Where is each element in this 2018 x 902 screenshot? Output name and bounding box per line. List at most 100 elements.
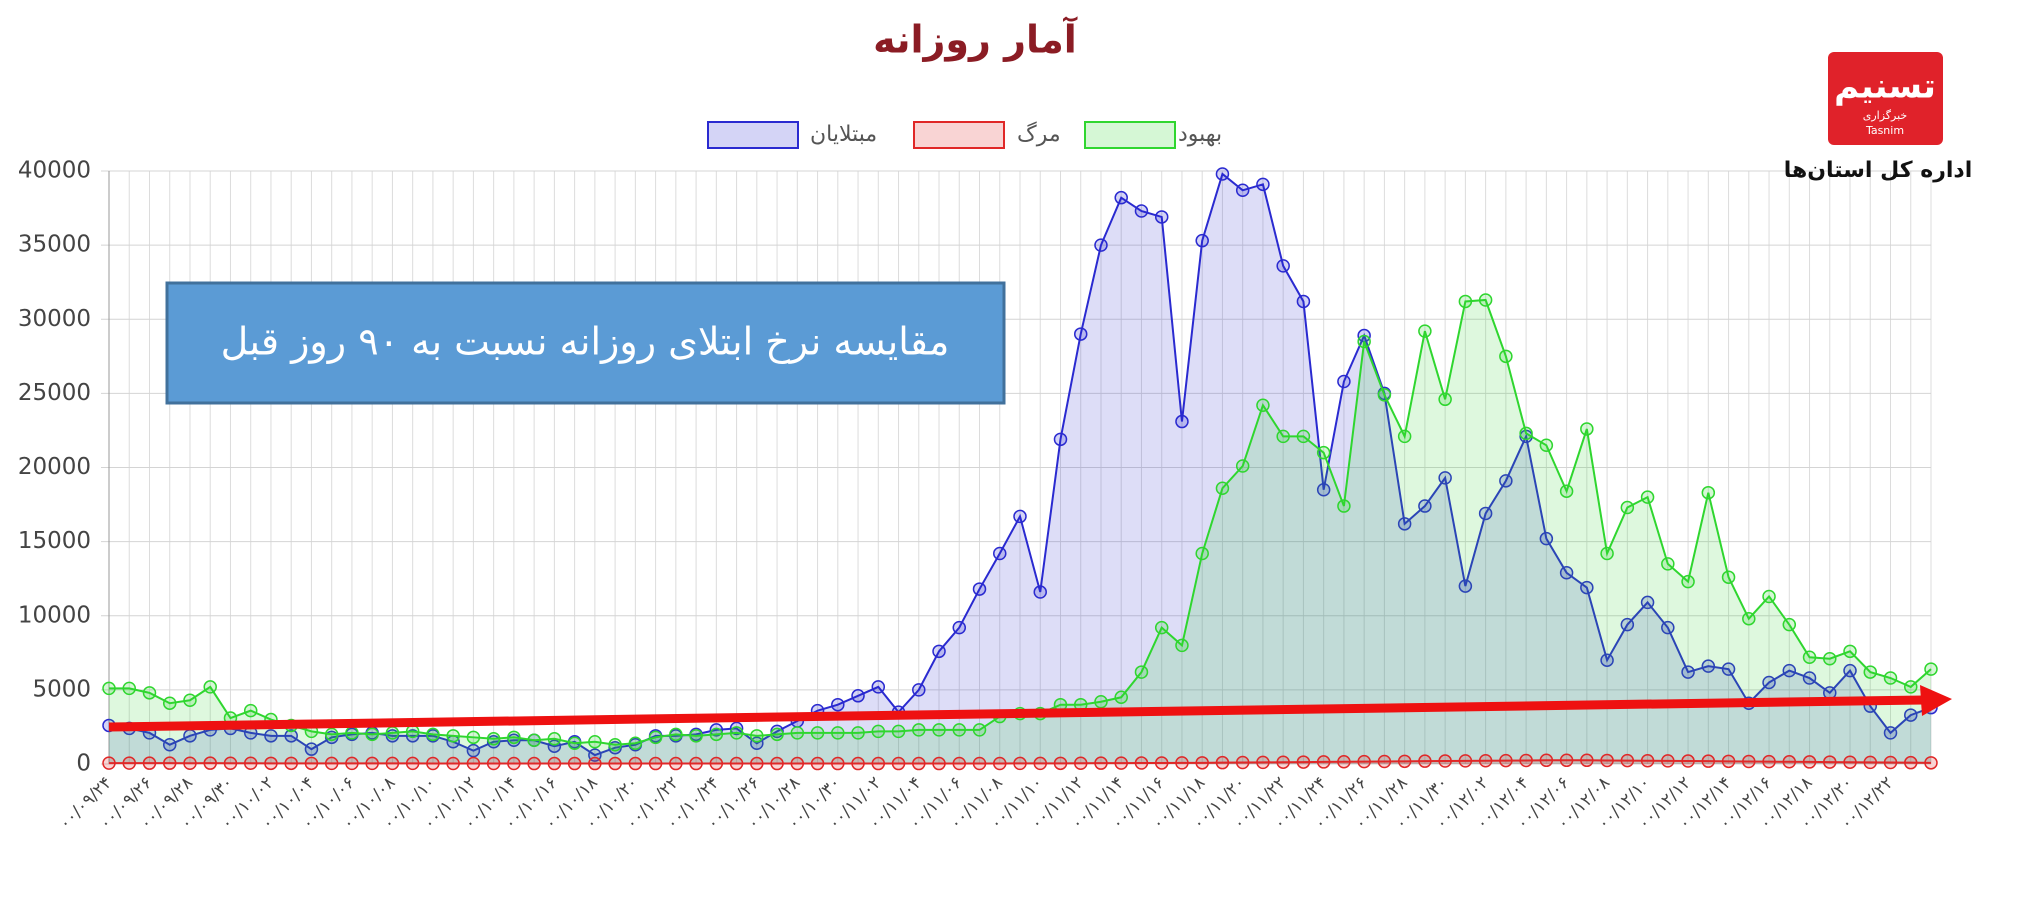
point <box>1215 167 1230 181</box>
point <box>1701 754 1716 768</box>
point <box>446 729 460 743</box>
y-tick-label: 25000 <box>18 380 91 406</box>
legend-swatch <box>1084 121 1176 149</box>
point <box>1256 177 1270 192</box>
point <box>243 756 258 771</box>
point <box>709 727 724 742</box>
point <box>952 756 967 771</box>
point <box>304 742 319 756</box>
point <box>1600 546 1614 561</box>
line <box>109 759 1932 765</box>
point <box>1478 293 1493 307</box>
point <box>1337 374 1351 389</box>
point <box>831 726 845 740</box>
point <box>1499 753 1513 768</box>
point <box>122 756 136 770</box>
point <box>1519 426 1533 441</box>
point <box>527 756 541 771</box>
point <box>345 756 359 771</box>
point <box>1134 665 1149 679</box>
point <box>1195 233 1209 248</box>
point <box>750 756 764 771</box>
chart-title: آمار روزانه <box>873 16 1078 63</box>
point <box>1215 481 1230 496</box>
point <box>1154 620 1169 635</box>
point <box>1620 753 1635 768</box>
arrow-head <box>1920 685 1952 716</box>
point <box>689 729 703 743</box>
point <box>831 756 845 771</box>
point <box>1863 755 1878 770</box>
point <box>284 756 298 771</box>
point <box>405 756 420 771</box>
point <box>1073 756 1088 771</box>
point <box>972 582 987 596</box>
point <box>446 756 460 771</box>
point <box>1438 471 1452 485</box>
point <box>851 726 865 740</box>
point <box>709 723 724 737</box>
point <box>1337 499 1351 513</box>
point <box>952 620 967 635</box>
point <box>1296 429 1311 444</box>
point <box>1843 663 1857 678</box>
point <box>547 756 562 771</box>
legend-label: بهبود <box>1178 122 1222 147</box>
arrow-shaft <box>108 695 1926 732</box>
point <box>547 732 562 746</box>
point <box>891 724 906 739</box>
legend-label: مبتلایان <box>810 122 877 147</box>
point <box>588 756 602 771</box>
point <box>932 644 946 659</box>
point <box>1762 754 1776 769</box>
point <box>486 732 501 746</box>
point <box>243 703 258 718</box>
point <box>1742 754 1756 769</box>
point <box>1802 650 1817 665</box>
point <box>871 756 886 771</box>
point <box>1539 753 1554 768</box>
point <box>1458 579 1473 593</box>
logo-agency: خبرگزاری <box>1863 109 1907 122</box>
point <box>567 756 582 771</box>
point <box>1134 756 1149 770</box>
y-tick-label: 10000 <box>18 602 91 628</box>
point <box>1924 662 1938 676</box>
point <box>1033 585 1047 599</box>
point <box>1904 680 1918 694</box>
point <box>993 756 1007 771</box>
point <box>1094 756 1108 770</box>
point <box>1316 755 1331 769</box>
point <box>770 727 784 742</box>
point <box>912 756 926 771</box>
point <box>1661 557 1675 571</box>
point <box>1904 755 1918 770</box>
point <box>1580 580 1594 595</box>
point <box>183 756 197 771</box>
point <box>1661 620 1675 635</box>
point <box>1802 671 1817 685</box>
point <box>1883 726 1898 740</box>
point <box>162 737 177 752</box>
point <box>1235 183 1250 198</box>
point <box>729 756 744 771</box>
point <box>385 756 400 771</box>
point <box>750 729 764 743</box>
point <box>1701 659 1716 673</box>
point <box>304 756 319 771</box>
point <box>871 724 886 739</box>
point <box>1559 566 1574 580</box>
point <box>952 723 967 737</box>
point <box>1276 259 1290 273</box>
point <box>1114 690 1128 705</box>
point <box>1458 294 1473 309</box>
point <box>1721 570 1736 584</box>
point <box>1195 546 1209 561</box>
area <box>109 173 1931 765</box>
y-tick-label: 35000 <box>18 232 91 258</box>
point <box>345 726 359 740</box>
point <box>1337 755 1351 769</box>
point <box>1397 754 1412 769</box>
point <box>1661 754 1675 768</box>
